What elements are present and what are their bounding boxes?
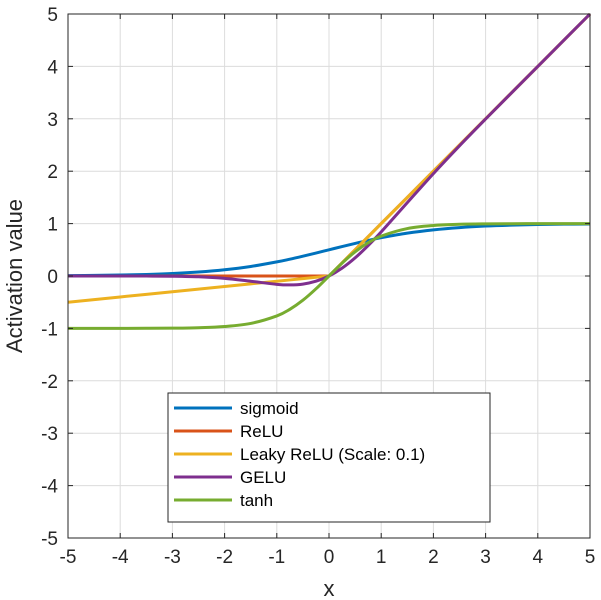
y-tick-label: -4 xyxy=(41,477,58,498)
y-tick-label: 1 xyxy=(47,215,58,236)
y-tick-label: -1 xyxy=(41,319,58,340)
legend-label: Leaky ReLU (Scale: 0.1) xyxy=(240,445,425,464)
x-tick-label: -4 xyxy=(112,547,129,568)
x-tick-label: 0 xyxy=(324,547,335,568)
x-tick-label: 5 xyxy=(585,547,596,568)
y-axis-label: Activation value xyxy=(2,199,27,353)
y-tick-label: -5 xyxy=(41,529,58,550)
x-tick-label: -5 xyxy=(60,547,77,568)
y-tick-label: -3 xyxy=(41,424,58,445)
legend: sigmoid ReLU Leaky ReLU (Scale: 0.1) GELU ta… xyxy=(167,392,491,523)
y-tick-label: 4 xyxy=(47,57,58,78)
x-tick-label: -2 xyxy=(216,547,233,568)
series-line-tanh xyxy=(67,222,591,330)
y-tick-label: 5 xyxy=(47,5,58,26)
x-axis-label: x xyxy=(324,576,335,600)
y-tick-label: 3 xyxy=(47,110,58,131)
x-tick-label: -1 xyxy=(268,547,285,568)
legend-label: tanh xyxy=(240,491,273,510)
legend-label: GELU xyxy=(240,468,286,487)
y-tick-label: 0 xyxy=(47,267,58,288)
x-tick-label: 3 xyxy=(480,547,491,568)
series-line-sigmoid xyxy=(67,222,591,278)
x-tick-label: 4 xyxy=(533,547,544,568)
y-tick-label: 2 xyxy=(47,162,58,183)
series-lines xyxy=(67,12,592,330)
legend-label: sigmoid xyxy=(240,399,299,418)
y-tick-label: -2 xyxy=(41,372,58,393)
legend-label: ReLU xyxy=(240,422,283,441)
x-tick-label: 1 xyxy=(376,547,387,568)
x-tick-label: 2 xyxy=(428,547,439,568)
x-tick-label: -3 xyxy=(164,547,181,568)
axis-ticks: -5 -4 -3 -2 -1 0 1 2 3 4 5 -5 -4 -3 -2 -1 0 1 2 3 4 5 xyxy=(41,5,595,568)
